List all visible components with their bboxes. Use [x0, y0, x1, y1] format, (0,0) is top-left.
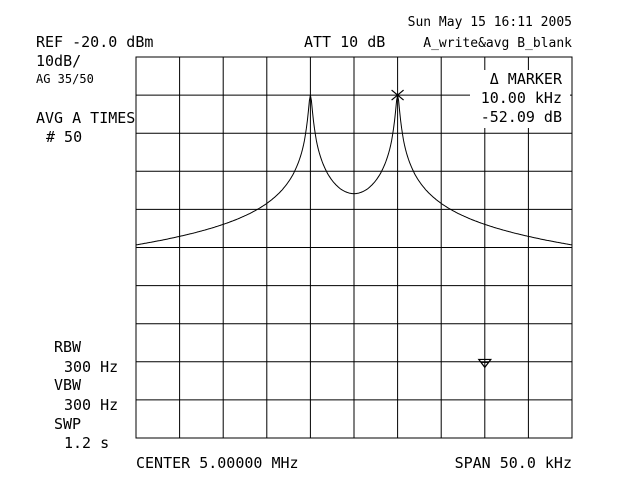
avg-times-label: AVG A TIMES: [36, 109, 135, 127]
rbw-value: 300 Hz: [64, 358, 118, 376]
avg-times-value: # 50: [46, 128, 82, 146]
scale-label: 10dB/: [36, 52, 81, 70]
span-label: SPAN 50.0 kHz: [455, 454, 572, 472]
reference-marker-stroke: [391, 89, 404, 101]
marker-title: Δ MARKER: [490, 70, 563, 88]
vbw-label: VBW: [54, 376, 82, 394]
trace-mode-label: A_write&avg B_blank: [423, 36, 572, 51]
trace-a-line: [135, 95, 573, 246]
delta-marker-icon: [477, 358, 492, 369]
center-frequency-label: CENTER 5.00000 MHz: [136, 454, 299, 472]
attenuation-label: ATT 10 dB: [304, 33, 385, 51]
ref-level-label: REF -20.0 dBm: [36, 33, 153, 51]
swp-value: 1.2 s: [64, 434, 109, 452]
swp-label: SWP: [54, 415, 81, 433]
rbw-label: RBW: [54, 338, 82, 356]
marker-level: -52.09 dB: [481, 108, 562, 126]
marker-frequency: 10.00 kHz: [481, 89, 562, 107]
datetime-label: Sun May 15 16:11 2005: [408, 15, 572, 30]
marker-readout-background: [470, 70, 570, 128]
vbw-value: 300 Hz: [64, 396, 118, 414]
avg-count-label: AG 35/50: [36, 72, 94, 86]
trace-layer: [135, 89, 573, 369]
